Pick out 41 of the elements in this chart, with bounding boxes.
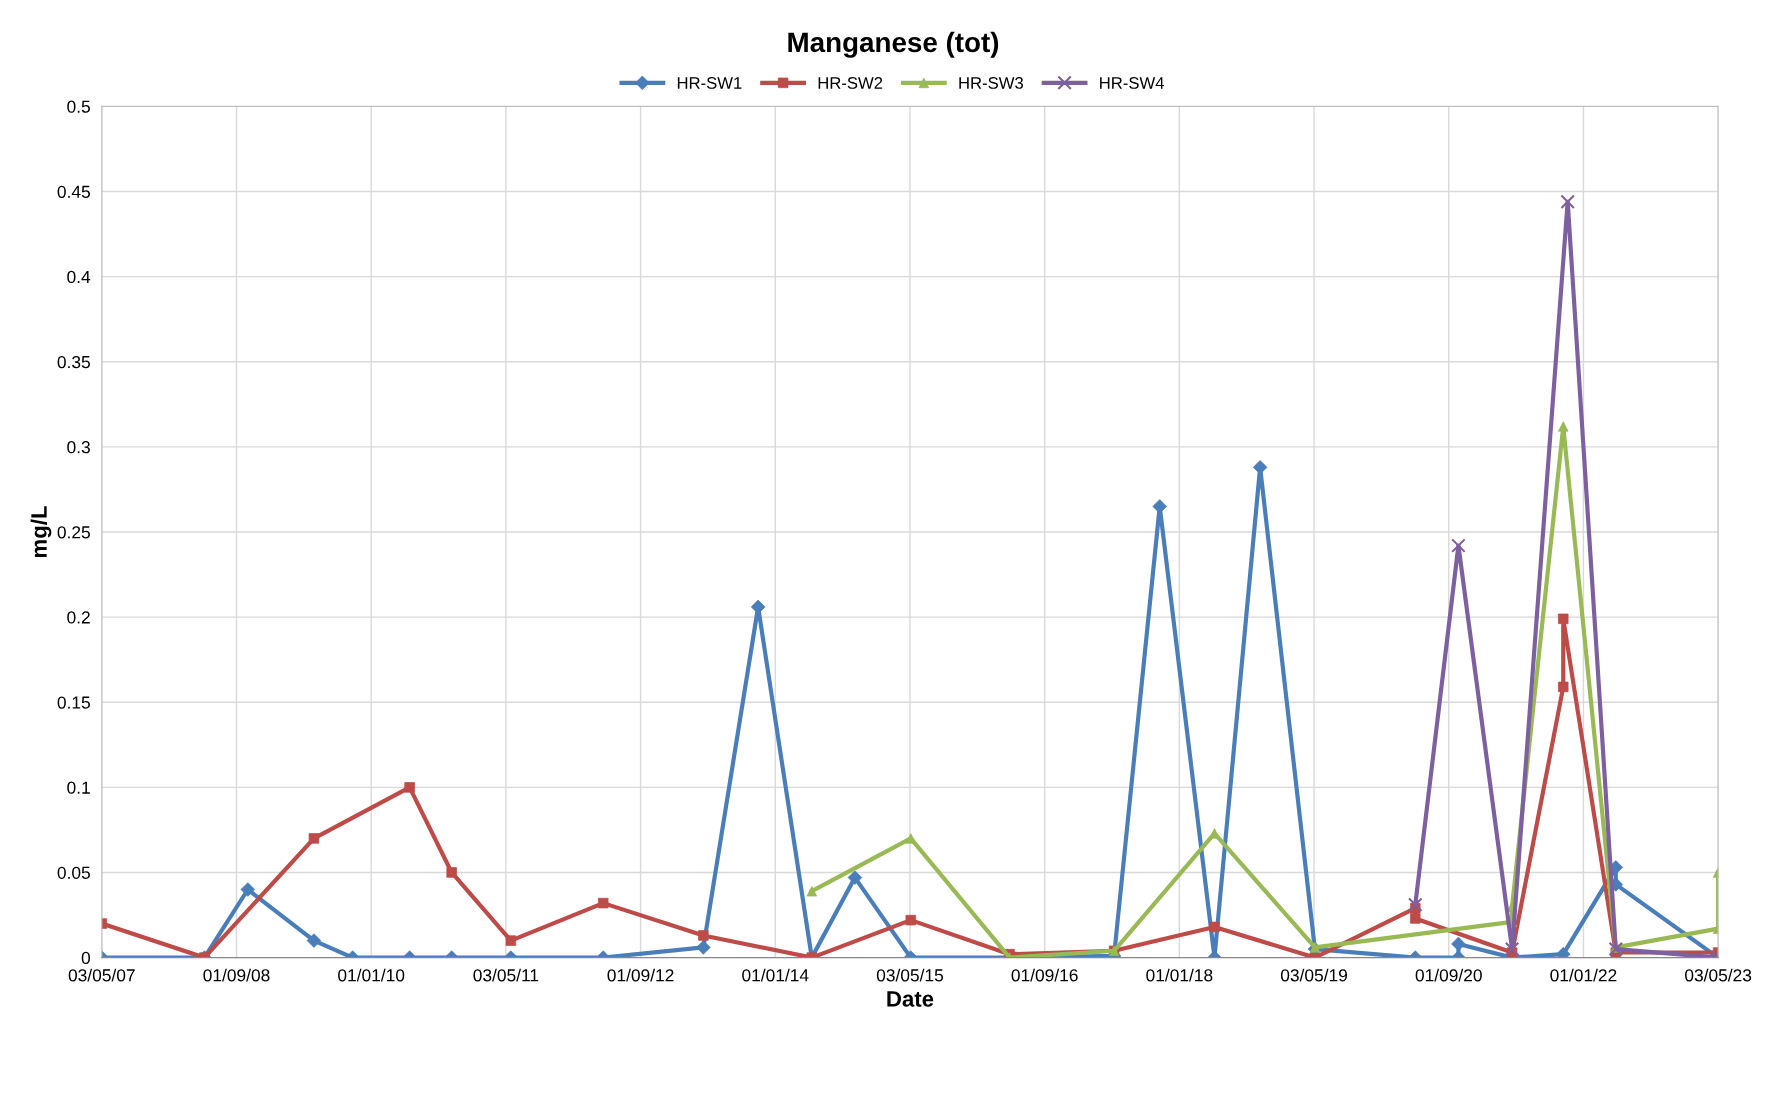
point [1560, 194, 1575, 210]
legend-label: HR-SW4 [1100, 77, 1164, 89]
y-tick-label: 0.3 [67, 441, 90, 454]
x-tick-label: 03/05/15 [876, 968, 944, 982]
point [847, 870, 863, 885]
point [598, 897, 609, 909]
x-tick-label: 01/09/20 [1415, 968, 1482, 982]
x-tick-label: 03/05/19 [1280, 968, 1348, 982]
legend-label: HR-SW2 [818, 77, 883, 89]
point [1252, 460, 1268, 475]
point [1451, 538, 1466, 553]
x-tick-label: 03/05/23 [1685, 968, 1752, 982]
x-tick-label: 01/09/16 [1011, 968, 1078, 982]
point [1407, 897, 1423, 913]
x-tick-label: 01/01/10 [338, 968, 405, 982]
point [240, 882, 256, 897]
x-tick-label: 03/05/07 [68, 968, 135, 982]
x-tick-label: 01/09/12 [607, 968, 674, 982]
point [1504, 941, 1520, 957]
y-tick-label: 0 [81, 951, 91, 965]
legend-label: HR-SW1 [677, 77, 742, 89]
y-tick-label: 0.05 [57, 866, 90, 879]
x-tick-label: 01/01/22 [1550, 968, 1617, 982]
y-tick-label: 0.45 [57, 185, 90, 198]
y-tick-label: 0.15 [57, 696, 90, 709]
y-tick-label: 0.2 [67, 611, 90, 624]
y-tick-label: 0.1 [67, 781, 90, 794]
x-tick-label: 03/05/11 [473, 968, 539, 982]
chart-title: Manganese (tot) [788, 31, 999, 58]
x-tick-label: 01/01/14 [742, 968, 809, 982]
x-axis-title: Date [887, 991, 934, 1007]
y-tick-label: 0.4 [67, 270, 91, 284]
y-tick-label: 0.5 [67, 100, 90, 113]
x-tick-label: 01/09/08 [203, 968, 270, 982]
point [1608, 941, 1624, 957]
point [306, 933, 322, 948]
y-tick-label: 0.35 [57, 355, 90, 369]
legend-label: HR-SW3 [959, 77, 1024, 89]
y-axis-title: mg/L [30, 506, 52, 558]
x-tick-label: 01/01/18 [1146, 968, 1213, 982]
y-tick-label: 0.25 [57, 526, 90, 539]
